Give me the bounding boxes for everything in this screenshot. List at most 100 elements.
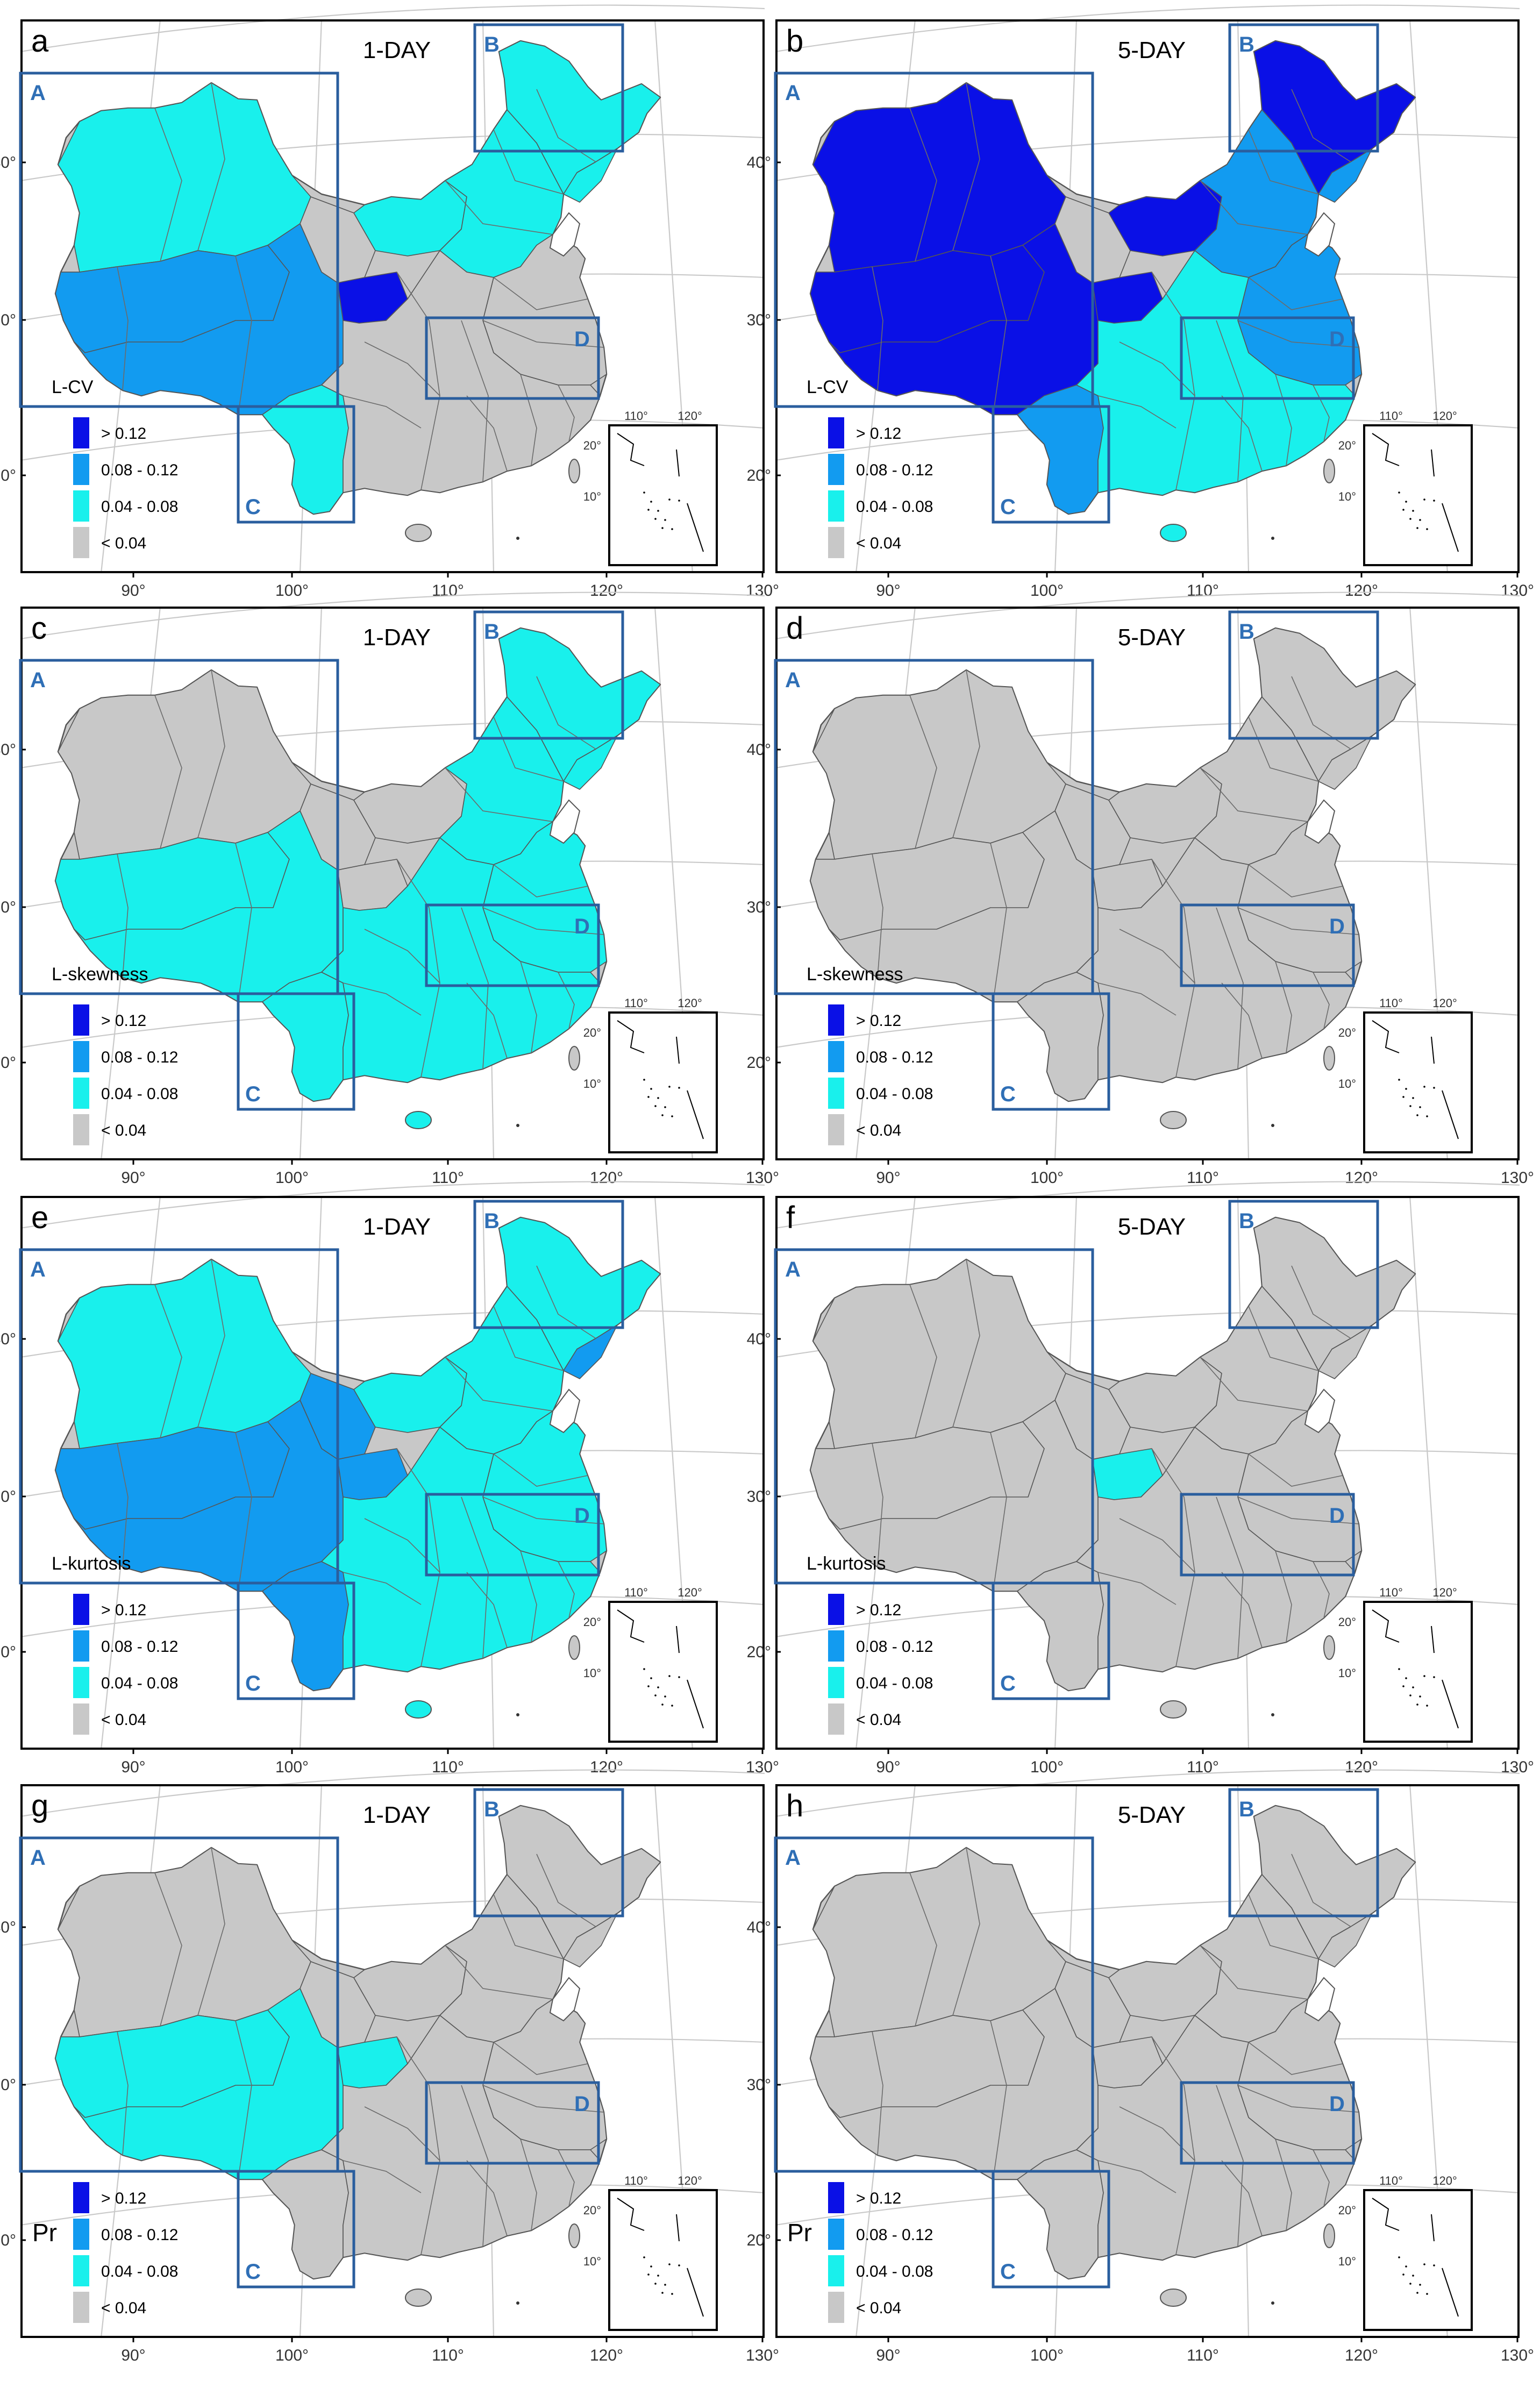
inset-coast (617, 1609, 645, 1643)
region-south (321, 2015, 601, 2261)
inset-island (1409, 2283, 1411, 2285)
legend-swatch (828, 417, 844, 448)
legend-swatch (73, 1630, 89, 1662)
region-letter: D (1329, 915, 1345, 938)
hainan-island (405, 2289, 432, 2307)
lon-label: 90° (876, 1758, 900, 1776)
inset-lat-label: 10° (583, 1077, 601, 1090)
province-boundary (482, 907, 604, 935)
bohai-bay (1304, 1388, 1336, 1434)
region-letter: C (1000, 1082, 1016, 1106)
legend-swatch (73, 527, 89, 558)
region-box (1228, 1200, 1379, 1329)
province-boundary (493, 1306, 564, 1371)
inset-island (1419, 1695, 1421, 1698)
province-boundary (396, 272, 440, 490)
region-ne-inner (563, 1913, 618, 1968)
province-boundary (909, 695, 937, 849)
region-box (992, 405, 1110, 524)
bohai-bay (549, 1388, 581, 1434)
metric-label: L-skewness (807, 964, 903, 985)
province-boundary (1097, 982, 1177, 1016)
inset-island (1398, 491, 1400, 494)
inset-frame (608, 2189, 718, 2331)
inset-island (664, 519, 666, 521)
inset-island (657, 2275, 659, 2277)
lon-label: 100° (1030, 582, 1064, 600)
inset-island (647, 509, 650, 511)
inset-island (678, 500, 680, 502)
inset-coast (1372, 433, 1400, 466)
legend-swatch (73, 417, 89, 448)
province-boundary (536, 1854, 596, 1927)
inset-lat-label: 10° (1338, 490, 1356, 503)
legend-label: < 0.04 (101, 1711, 146, 1729)
region-box (473, 1200, 624, 1329)
inset-island (647, 2273, 650, 2276)
inset-lon-label: 120° (678, 409, 702, 423)
region-box (19, 659, 339, 995)
legend-label: > 0.12 (101, 2190, 146, 2207)
province-boundary (520, 374, 537, 466)
province-boundary (197, 82, 225, 251)
province-boundary (520, 2138, 537, 2231)
province-boundary (558, 384, 575, 442)
lat-label: 40° (747, 1919, 771, 1936)
lon-label: 130° (746, 582, 779, 600)
inset-island (661, 1703, 664, 1706)
inset-map: 110° 120° 20° 10° (1338, 2174, 1473, 2331)
inset-coast (676, 2214, 680, 2242)
region-ne-inner (563, 1324, 618, 1379)
province-boundary (1291, 89, 1351, 162)
legend-label: > 0.12 (856, 425, 901, 443)
region-ne-inner (563, 148, 618, 203)
region-letter: B (484, 1209, 500, 1233)
region-south (321, 837, 601, 1083)
region-letter: C (1000, 1672, 1016, 1695)
inset-dash (687, 2268, 704, 2317)
inset-island (1402, 1096, 1404, 1098)
lon-label: 100° (275, 1758, 309, 1776)
region-box (1228, 610, 1379, 740)
inset-dash (687, 503, 704, 552)
inset-coast (1372, 2198, 1400, 2231)
province-boundary (396, 859, 440, 1078)
province-boundary (1097, 2160, 1177, 2193)
region-letter: B (1239, 33, 1254, 56)
region-box (473, 610, 624, 740)
inset-island (664, 1106, 666, 1108)
island-dot (516, 2301, 519, 2305)
legend-swatch (828, 1078, 844, 1109)
legend-label: > 0.12 (856, 1601, 901, 1619)
province-boundary (952, 82, 980, 251)
province-boundary (1097, 395, 1177, 429)
panel-period: 5-DAY (1118, 624, 1186, 651)
metric-label: L-kurtosis (807, 1553, 886, 1574)
region-letter: C (245, 2260, 261, 2284)
inset-island (1409, 1105, 1411, 1107)
inset-island (650, 1088, 652, 1090)
region-box (1228, 23, 1379, 153)
region-ne-inner (1318, 148, 1373, 203)
lon-label: 130° (746, 1169, 779, 1187)
legend-swatch (828, 1041, 844, 1072)
inset-coast (676, 1626, 680, 1653)
legend-label: 0.04 - 0.08 (856, 1674, 933, 1692)
legend-swatch (73, 1667, 89, 1698)
province-boundary (1291, 1854, 1351, 1927)
taiwan-island (1323, 2223, 1335, 2248)
province-boundary (1200, 1945, 1308, 2000)
inset-dash (1442, 1090, 1459, 1139)
inset-frame (1363, 2189, 1473, 2331)
lat-label: 20° (747, 1054, 771, 1072)
legend-swatch (73, 1041, 89, 1072)
province-boundary (154, 695, 182, 849)
legend-swatch (73, 1114, 89, 1145)
legend-swatch (73, 1078, 89, 1109)
island-dot (516, 1713, 519, 1716)
lat-label: 40° (747, 741, 771, 759)
legend-label: < 0.04 (856, 1122, 901, 1139)
inset-lat-label: 10° (1338, 1077, 1356, 1090)
region-A-sw (810, 2009, 1045, 2118)
province-boundary (1221, 982, 1263, 1059)
